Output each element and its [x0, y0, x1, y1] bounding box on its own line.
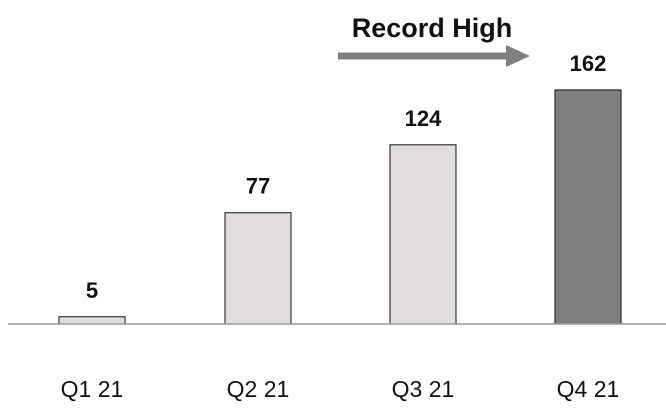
- value-label: 77: [246, 174, 270, 199]
- bar-q2-21: [224, 212, 292, 325]
- bar-q1-21: [58, 316, 126, 325]
- bar-q3-21: [389, 144, 457, 325]
- value-label: 162: [570, 51, 607, 76]
- category-label: Q4 21: [557, 376, 620, 402]
- annotation-group: Record High: [338, 13, 530, 67]
- category-label: Q3 21: [392, 376, 455, 402]
- bars-layer: [58, 89, 622, 325]
- annotation-arrow-head: [506, 45, 530, 67]
- value-label: 124: [405, 106, 442, 131]
- value-label: 5: [86, 278, 98, 303]
- labels-layer: 5 Q1 21 77 Q2 21 124 Q3 21 162 Q4 21: [61, 51, 620, 402]
- category-label: Q1 21: [61, 376, 124, 402]
- bar-q4-21: [554, 89, 622, 325]
- annotation-text: Record High: [352, 13, 513, 43]
- category-label: Q2 21: [227, 376, 290, 402]
